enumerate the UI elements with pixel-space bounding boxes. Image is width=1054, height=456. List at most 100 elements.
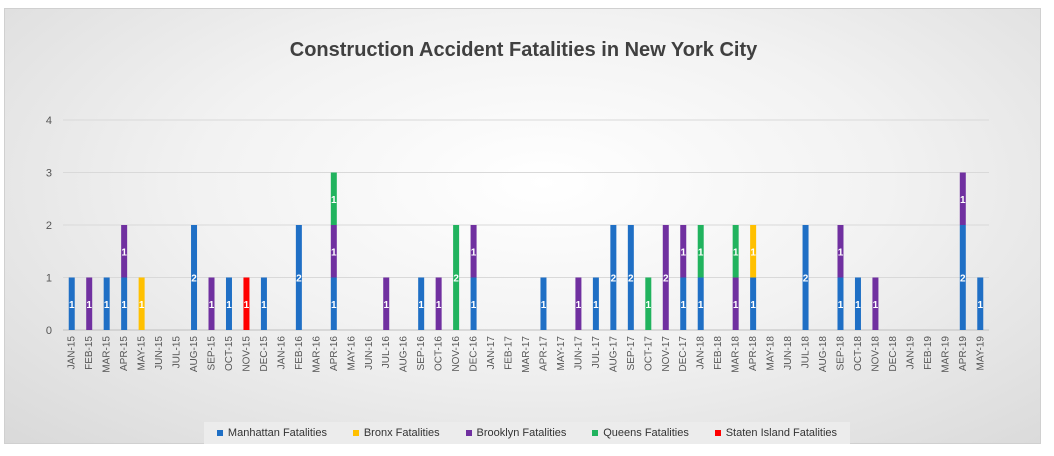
bar	[645, 277, 652, 330]
bar	[610, 225, 617, 330]
x-tick-label: DEC-18	[888, 336, 899, 372]
data-label: 1	[418, 300, 424, 311]
data-label: 1	[436, 300, 442, 311]
x-tick-label: MAR-18	[731, 336, 742, 373]
data-label: 1	[733, 300, 739, 311]
x-tick-label: APR-15	[119, 336, 130, 371]
data-label: 1	[86, 300, 92, 311]
bar	[435, 277, 442, 330]
legend-item: Staten Island Fatalities	[714, 427, 838, 439]
bar	[697, 277, 704, 330]
data-label: 1	[209, 300, 215, 311]
x-tick-label: JUN-15	[154, 336, 165, 370]
plot-area: 012341JAN-151FEB-151MAR-1511APR-151MAY-1…	[46, 115, 989, 373]
data-label: 1	[733, 247, 739, 258]
x-tick-label: FEB-15	[84, 336, 95, 370]
bar	[470, 225, 477, 278]
data-label: 1	[244, 300, 250, 311]
x-tick-label: SEP-16	[416, 336, 427, 371]
data-label: 2	[628, 274, 634, 285]
data-label: 1	[226, 300, 232, 311]
data-label: 1	[977, 300, 983, 311]
bar	[592, 277, 599, 330]
x-tick-label: DEC-16	[469, 336, 480, 372]
bar	[697, 225, 704, 278]
x-tick-label: JUN-18	[783, 336, 794, 370]
bar	[959, 172, 966, 225]
x-tick-label: MAR-15	[102, 336, 113, 373]
bar	[575, 277, 582, 330]
bar	[103, 277, 110, 330]
bar	[383, 277, 390, 330]
x-tick-label: APR-17	[538, 336, 549, 371]
legend-label: Brooklyn Fatalities	[476, 427, 567, 439]
x-tick-label: APR-18	[748, 336, 759, 371]
x-tick-label: JUL-18	[801, 336, 812, 369]
bar	[872, 277, 879, 330]
x-tick-label: DEC-17	[678, 336, 689, 372]
x-tick-label: OCT-15	[224, 336, 235, 371]
data-label: 1	[69, 300, 75, 311]
y-tick-label: 4	[46, 115, 52, 127]
x-tick-label: OCT-18	[853, 336, 864, 371]
data-label: 1	[261, 300, 267, 311]
x-tick-label: NOV-18	[870, 336, 881, 372]
legend-label: Queens Fatalities	[603, 427, 689, 439]
bar	[121, 225, 128, 278]
data-label: 1	[698, 300, 704, 311]
bar	[86, 277, 93, 330]
bar	[802, 225, 809, 330]
x-tick-label: NOV-17	[661, 336, 672, 372]
legend-item: Bronx Fatalities	[352, 427, 440, 439]
bar	[540, 277, 547, 330]
x-tick-label: FEB-18	[713, 336, 724, 370]
bar	[225, 277, 232, 330]
bar	[295, 225, 302, 330]
y-tick-label: 2	[46, 220, 52, 232]
bar	[330, 277, 337, 330]
x-tick-label: FEB-19	[923, 336, 934, 370]
bar	[208, 277, 215, 330]
bar	[959, 225, 966, 330]
data-label: 2	[453, 274, 459, 285]
x-tick-label: JUL-16	[381, 336, 392, 369]
bar	[732, 277, 739, 330]
x-tick-label: JAN-18	[696, 336, 707, 370]
x-tick-label: JUL-17	[591, 336, 602, 369]
x-tick-label: OCT-17	[643, 336, 654, 371]
bar	[750, 277, 757, 330]
legend-label: Manhattan Fatalities	[227, 427, 327, 439]
data-label: 1	[331, 247, 337, 258]
data-label: 1	[680, 247, 686, 258]
x-tick-label: FEB-16	[294, 336, 305, 370]
data-label: 1	[383, 300, 389, 311]
x-tick-label: JAN-15	[67, 336, 78, 370]
data-label: 1	[104, 300, 110, 311]
bar	[191, 225, 198, 330]
data-label: 1	[576, 300, 582, 311]
legend-label: Staten Island Fatalities	[725, 427, 838, 439]
data-label: 1	[646, 300, 652, 311]
data-label: 1	[471, 300, 477, 311]
x-tick-label: MAR-19	[940, 336, 951, 373]
data-label: 1	[960, 195, 966, 206]
x-tick-label: JAN-17	[486, 336, 497, 370]
data-label: 1	[680, 300, 686, 311]
x-tick-label: APR-16	[329, 336, 340, 371]
y-tick-label: 3	[46, 168, 52, 180]
bar	[330, 172, 337, 225]
data-label: 1	[873, 300, 879, 311]
x-tick-label: NOV-15	[241, 336, 252, 372]
bar	[680, 225, 687, 278]
x-tick-label: JAN-16	[276, 336, 287, 370]
bar	[330, 225, 337, 278]
x-tick-label: AUG-18	[818, 336, 829, 373]
data-label: 1	[331, 300, 337, 311]
legend-swatch	[465, 430, 472, 436]
legend-label: Bronx Fatalities	[363, 427, 440, 439]
bar	[680, 277, 687, 330]
legend-swatch	[352, 430, 359, 436]
bar	[138, 277, 145, 330]
x-tick-label: NOV-16	[451, 336, 462, 372]
x-tick-label: MAY-15	[137, 336, 148, 371]
